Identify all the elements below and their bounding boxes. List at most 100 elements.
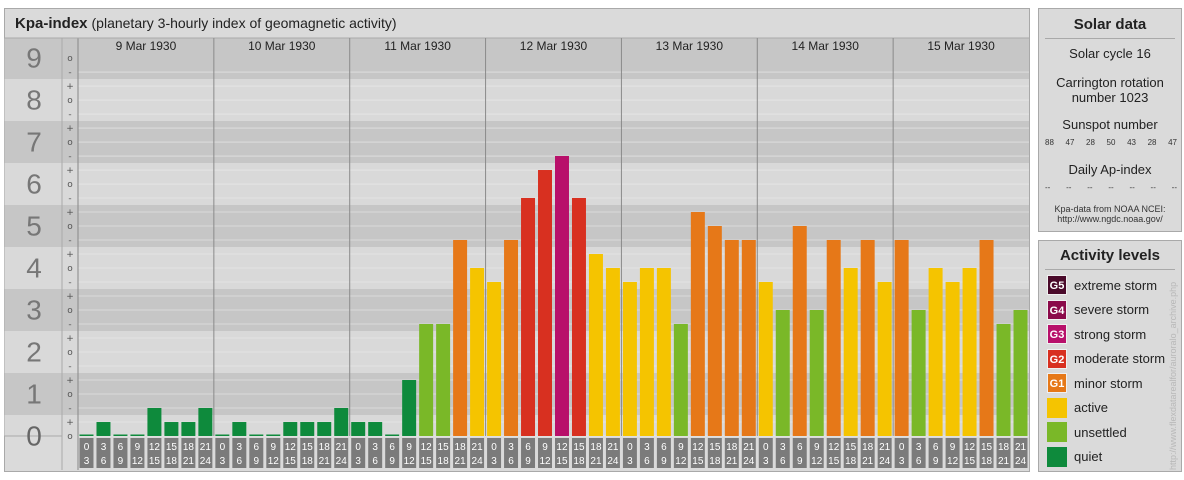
interval-end: 9 (661, 456, 667, 467)
interval-end: 21 (590, 456, 602, 467)
interval-cell (385, 438, 400, 468)
interval-end: 9 (118, 456, 124, 467)
interval-start: 0 (355, 442, 361, 453)
interval-start: 3 (372, 442, 378, 453)
interval-end: 12 (404, 456, 416, 467)
legend-label: extreme storm (1074, 277, 1158, 293)
interval-end: 3 (763, 456, 769, 467)
interval-end: 18 (166, 456, 178, 467)
kp-bar (605, 268, 620, 436)
levels-heading-divider (1045, 269, 1175, 270)
interval-start: 6 (254, 442, 260, 453)
legend-item-unsettled: unsettled (1047, 422, 1127, 442)
solar-data-panel: Solar data Solar cycle 16 Carrington rot… (1038, 8, 1182, 232)
third-mark: + (66, 250, 74, 260)
interval-cell (436, 438, 451, 468)
ap-value-day-3: -- (1087, 183, 1093, 192)
interval-cell (792, 438, 807, 468)
kp-bar (928, 268, 943, 436)
legend-item-severe-storm: G4 severe storm (1047, 299, 1149, 320)
kp-bar (877, 281, 892, 436)
solar-cycle: Solar cycle 16 (1069, 46, 1151, 61)
interval-end: 18 (438, 456, 450, 467)
kp-bar (453, 239, 468, 436)
interval-end: 15 (285, 456, 297, 467)
third-mark: + (66, 418, 74, 428)
kp-bar (741, 239, 756, 436)
third-mark: o (67, 348, 73, 358)
y-tick-label-7: 7 (26, 126, 42, 157)
interval-end: 6 (780, 456, 786, 467)
interval-end: 9 (797, 456, 803, 467)
interval-end: 3 (84, 456, 90, 467)
interval-cell (656, 438, 671, 468)
ap-value-day-4: -- (1108, 183, 1114, 192)
interval-end: 24 (607, 456, 619, 467)
sunspot-numbers: 88 47 28 50 43 28 47 (1045, 138, 1177, 147)
kp-bar (130, 434, 145, 436)
data-source-label: Kpa-data from NOAA NCEI: (1054, 204, 1166, 214)
interval-start: 15 (166, 442, 178, 453)
interval-cell (555, 438, 569, 468)
interval-cell (521, 438, 536, 468)
interval-start: 0 (899, 442, 905, 453)
solar-data-heading: Solar data (1073, 16, 1147, 33)
interval-start: 9 (542, 442, 548, 453)
interval-end: 3 (355, 456, 361, 467)
ap-value-day-6: -- (1150, 183, 1156, 192)
interval-start: 15 (302, 442, 314, 453)
interval-end: 21 (319, 456, 331, 467)
interval-end: 12 (268, 456, 280, 467)
interval-cell (232, 438, 247, 468)
third-mark: o (67, 138, 73, 148)
interval-end: 18 (573, 456, 585, 467)
third-mark: + (66, 124, 74, 134)
interval-start: 12 (149, 442, 161, 453)
interval-cell (826, 438, 841, 468)
kp-bar (826, 239, 841, 436)
data-source-link[interactable]: http://www.ngdc.noaa.gov/ (1057, 214, 1163, 224)
interval-cell (300, 438, 315, 468)
kp-bar (911, 310, 926, 436)
interval-cell (538, 438, 552, 468)
interval-start: 0 (763, 442, 769, 453)
interval-cell (860, 438, 875, 468)
interval-start: 6 (525, 442, 531, 453)
sunspot-number-day-7: 47 (1168, 138, 1177, 147)
interval-end: 21 (998, 456, 1010, 467)
interval-start: 21 (879, 442, 891, 453)
interval-cell (741, 438, 756, 468)
kp-bar (690, 212, 705, 436)
kp-bar (945, 281, 960, 436)
ap-value-day-2: -- (1066, 183, 1072, 192)
interval-end: 24 (743, 456, 755, 467)
y-tick-label-3: 3 (26, 294, 42, 325)
interval-end: 12 (811, 456, 823, 467)
kp-bar (317, 422, 332, 436)
interval-start: 3 (780, 442, 786, 453)
interval-cell (351, 438, 366, 468)
y-tick-label-5: 5 (26, 210, 42, 241)
kp-bar (164, 422, 179, 436)
y-tick-label-8: 8 (26, 84, 42, 115)
interval-cell (181, 438, 196, 468)
legend-item-quiet: quiet (1047, 446, 1102, 467)
interval-start: 18 (319, 442, 331, 453)
interval-cell (843, 438, 858, 468)
interval-start: 9 (406, 442, 412, 453)
legend-item-minor-storm: G1 minor storm (1047, 373, 1143, 393)
sunspot-number-day-5: 43 (1127, 138, 1136, 147)
third-mark: - (68, 236, 71, 246)
interval-start: 18 (183, 442, 195, 453)
kp-bar (351, 422, 366, 436)
interval-start: 0 (491, 442, 497, 453)
ap-value-day-1: -- (1045, 183, 1051, 192)
interval-cell (164, 438, 179, 468)
interval-cell (419, 438, 434, 468)
interval-cell (588, 438, 603, 468)
interval-start: 3 (508, 442, 514, 453)
third-mark: - (68, 278, 71, 288)
ap-heading: Daily Ap-index (1068, 162, 1152, 177)
kp-bar (368, 422, 383, 436)
interval-end: 24 (200, 456, 212, 467)
